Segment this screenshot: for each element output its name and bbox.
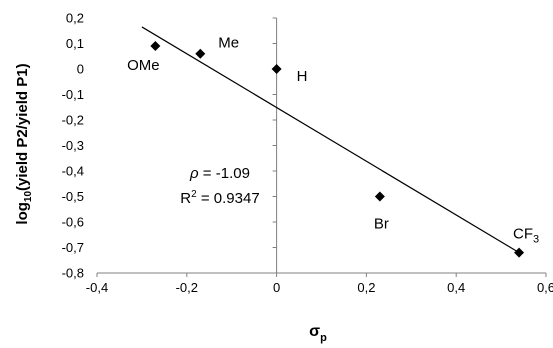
y-axis-title: log10(yield P2/yield P1) [14,63,34,224]
y-tick-label: -0,3 [62,138,84,153]
y-tick-label: -0,1 [62,87,84,102]
x-axis-title-sub: p [320,332,327,344]
r-squared-annotation: R2 = 0.9347 [180,189,259,207]
rho-annotation: ρ = -1.09 [189,165,250,182]
point-label-text: Me [218,35,239,52]
trendline-group [141,26,520,254]
x-tick-label: -0,4 [86,280,108,295]
x-tick-label: 0,6 [537,280,553,295]
y-tick-label: -0,5 [62,189,84,204]
point-labels: OMe Me H Br CF3 [127,35,539,246]
y-tick-label: -0,4 [62,164,84,179]
y-axis-title-sub: 10 [23,191,34,203]
y-tick-label: -0,6 [62,215,84,230]
y-tick-label: -0,2 [62,113,84,128]
point-label-text: CF [513,226,533,243]
data-point-cf [514,247,525,258]
point-label-ome: OMe [127,57,160,74]
point-label-me: Me [218,35,239,52]
rho-value: = -1.09 [199,165,250,182]
x-tick-label: 0 [273,280,280,295]
data-point-h [271,64,282,74]
point-label-text: H [297,68,308,85]
y-axis-title-rest: (yield P2/yield P1) [14,63,31,191]
y-axis-title-log: log [14,202,31,225]
y-tick-label: -0,8 [62,266,84,281]
data-points [150,41,525,258]
point-label-cf: CF3 [513,226,539,246]
point-label-h: H [297,68,308,85]
x-axis-title: σp [309,323,327,344]
data-point-me [195,48,206,59]
x-tick-label: 0,2 [357,280,375,295]
point-label-br: Br [374,216,389,233]
point-label-subscript: 3 [533,234,539,246]
y-tick-label: 0,2 [66,11,84,26]
x-tick-label: 0,4 [447,280,465,295]
r2-superscript: 2 [191,189,197,200]
rho-symbol: ρ [189,165,199,182]
tick-labels: 0,20,10-0,1-0,2-0,3-0,4-0,5-0,6-0,7-0,8-… [62,11,553,296]
y-tick-label: -0,7 [62,240,84,255]
axes [96,17,547,277]
trendline [141,26,520,254]
y-tick-label: 0,1 [66,36,84,51]
r2-value: = 0.9347 [197,190,260,207]
point-label-text: OMe [127,57,160,74]
r2-prefix: R [180,190,191,207]
data-point-ome [150,41,161,52]
y-tick-label: 0 [77,62,84,77]
x-axis-title-main: σ [309,323,320,340]
point-label-text: Br [374,216,389,233]
x-tick-label: -0,2 [176,280,198,295]
data-point-br [374,191,385,202]
